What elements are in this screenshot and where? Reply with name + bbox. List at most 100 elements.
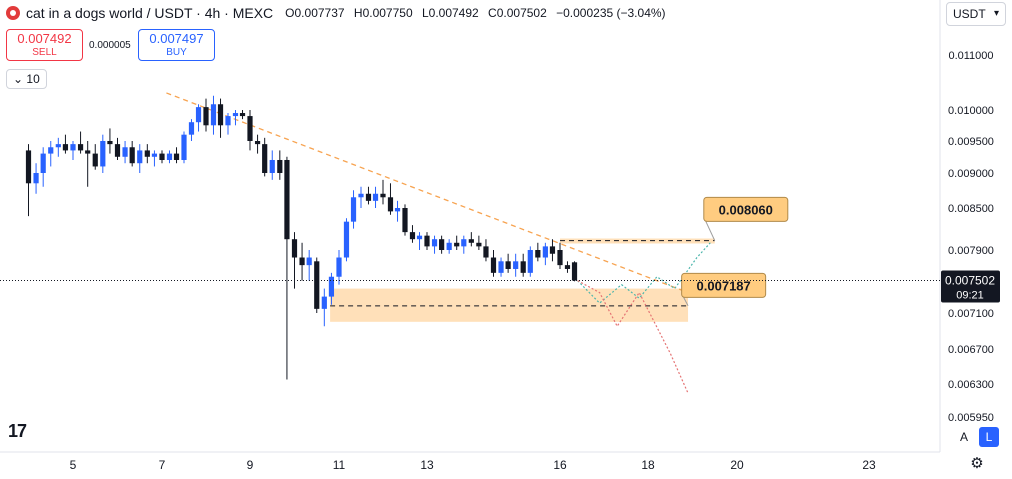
- buy-price: 0.007497: [149, 31, 204, 46]
- candle: [343, 218, 350, 262]
- candle-body: [549, 246, 556, 254]
- candle-body: [195, 107, 202, 123]
- indicator-count: 10: [26, 72, 40, 86]
- candle: [122, 141, 128, 164]
- candle-body: [424, 235, 430, 247]
- candle: [424, 232, 430, 250]
- currency-select[interactable]: USDT ▾: [946, 2, 1006, 26]
- candle: [409, 225, 416, 243]
- candle-body: [571, 262, 578, 281]
- candle-body: [454, 242, 460, 247]
- candle: [454, 235, 460, 250]
- log-scale-button[interactable]: L: [979, 427, 999, 447]
- candle-body: [77, 144, 84, 151]
- open-value: O0.007737: [285, 6, 345, 20]
- candle: [564, 261, 571, 273]
- candle: [239, 110, 246, 120]
- candle-body: [166, 153, 173, 160]
- candle-body: [527, 250, 533, 273]
- candle: [416, 232, 423, 250]
- candle: [468, 232, 474, 247]
- candle-body: [446, 242, 452, 250]
- candle-body: [291, 239, 298, 258]
- candle-body: [173, 153, 180, 160]
- descending-trendline: [166, 92, 689, 294]
- candle-body: [468, 239, 474, 243]
- candle-body: [350, 197, 357, 222]
- y-tick-label: 0.011000: [948, 50, 993, 62]
- callout-leader: [705, 221, 716, 241]
- candle: [181, 131, 187, 164]
- candle-body: [372, 193, 379, 201]
- candle: [114, 137, 121, 160]
- y-tick-label: 0.007100: [948, 308, 994, 320]
- y-tick-label: 0.009000: [948, 168, 994, 180]
- candle-body: [439, 239, 445, 250]
- candle-body: [513, 261, 519, 269]
- candle-body: [461, 239, 467, 247]
- candle-body: [107, 141, 113, 145]
- auto-scale-button[interactable]: A: [959, 430, 968, 444]
- candle-body: [564, 265, 571, 269]
- candle-body: [239, 113, 246, 117]
- bar-countdown: 09:21: [956, 290, 984, 302]
- candle: [284, 156, 290, 380]
- candle-body: [314, 261, 320, 309]
- change-value: −0.000235 (−3.04%): [556, 6, 666, 20]
- gear-icon[interactable]: ⚙: [970, 455, 984, 472]
- candle: [107, 128, 113, 154]
- buy-button[interactable]: 0.007497 BUY: [138, 29, 215, 61]
- candle: [483, 239, 489, 262]
- candle: [291, 232, 298, 289]
- candle: [225, 113, 231, 135]
- candle-body: [284, 159, 290, 240]
- candle: [387, 183, 394, 215]
- candle: [498, 257, 504, 277]
- y-tick-label: 0.005950: [948, 412, 994, 424]
- candle-body: [269, 159, 275, 173]
- candle-body: [505, 261, 511, 269]
- candle: [159, 150, 165, 164]
- candle: [188, 119, 195, 141]
- candle-body: [402, 208, 408, 233]
- candle: [350, 190, 357, 229]
- candle-body: [306, 257, 312, 266]
- candle-body: [299, 257, 305, 266]
- candle-body: [387, 197, 394, 212]
- candle: [365, 186, 372, 205]
- tradingview-logo-icon: 17: [8, 421, 27, 441]
- callout-box: [681, 272, 767, 298]
- candle: [557, 242, 563, 269]
- candle-body: [122, 147, 128, 157]
- candle-body: [247, 116, 253, 141]
- exchange-logo-icon: [6, 6, 20, 20]
- sell-button[interactable]: 0.007492 SELL: [6, 29, 83, 61]
- candle: [358, 186, 364, 208]
- candle-body: [343, 221, 350, 258]
- candle-body: [431, 239, 438, 247]
- candle: [535, 242, 541, 262]
- candle-body: [225, 116, 231, 126]
- x-tick-label: 18: [641, 458, 655, 472]
- candle: [269, 150, 275, 180]
- x-tick-label: 16: [553, 458, 567, 472]
- candle-body: [92, 153, 98, 167]
- indicators-toggle[interactable]: ⌄ 10: [6, 69, 47, 89]
- candle: [476, 235, 482, 250]
- callout-leader: [683, 297, 689, 307]
- symbol-title[interactable]: cat in a dogs world / USDT · 4h · MEXC: [26, 5, 274, 21]
- sell-label: SELL: [32, 47, 57, 58]
- candle: [542, 242, 548, 266]
- chevron-icon: ⌄: [13, 72, 24, 86]
- candle-body: [62, 144, 69, 151]
- candle-body: [262, 144, 268, 173]
- candle: [203, 98, 209, 132]
- candle: [40, 147, 46, 187]
- candle-body: [137, 150, 143, 164]
- last-price-tag: [941, 270, 1000, 303]
- high-value: H0.007750: [353, 6, 413, 20]
- candle: [336, 250, 342, 285]
- candle: [513, 253, 519, 277]
- candle-body: [520, 261, 526, 273]
